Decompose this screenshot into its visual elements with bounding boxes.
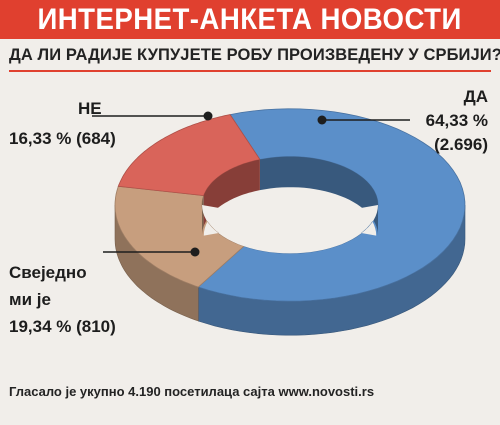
inner-wall-no [203,159,260,227]
divider [9,70,491,72]
label-neutral-line1: Свеједно [9,263,87,282]
poll-question: ДА ЛИ РАДИЈЕ КУПУЈЕТЕ РОБУ ПРОИЗВЕДЕНУ У… [9,46,500,64]
label-no-value: 16,33 % (684) [9,129,116,148]
label-yes-count: (2.696) [434,135,488,154]
inner-wall-yes [259,156,378,236]
label-no: НЕ [78,99,102,118]
label-yes: ДА [463,87,488,106]
label-neutral-line2: ми је [9,290,51,309]
label-neutral-value: 19,34 % (810) [9,317,116,336]
footer-note: Гласало је укупно 4.190 посетилаца сајта… [9,384,375,399]
poll-header: ИНТЕРНЕТ-АНКЕТА НОВОСТИ [0,0,500,39]
slice-yes [197,108,466,302]
leader-dot-neutral [190,247,200,257]
leader-dot-yes [317,115,327,125]
donut-hole [202,188,378,254]
leader-dot-no [203,111,213,121]
poll-title: ИНТЕРНЕТ-АНКЕТА НОВОСТИ [37,2,463,36]
label-yes-percent: 64,33 % [425,111,488,130]
